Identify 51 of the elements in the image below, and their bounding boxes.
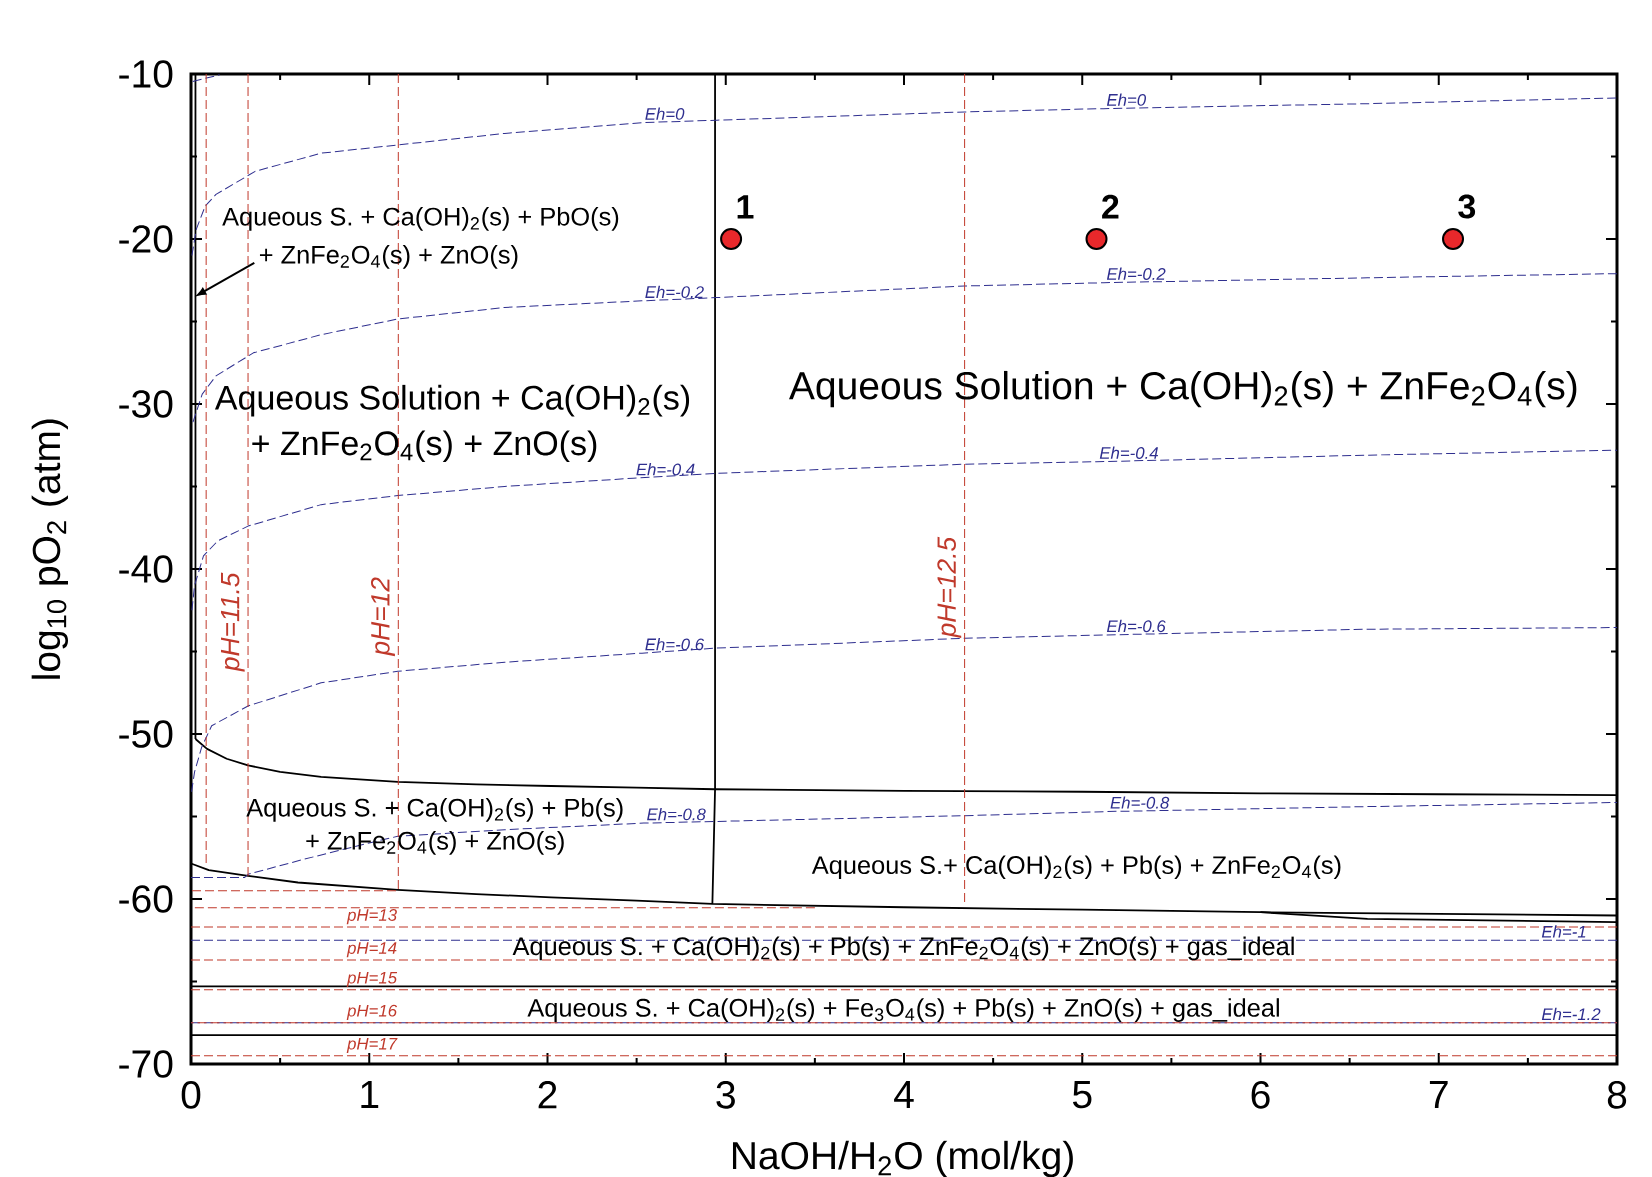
x-tick-label: 1 bbox=[361, 1081, 379, 1108]
annotation: 3 bbox=[1458, 194, 1476, 219]
y-tick-label: -50 bbox=[119, 720, 173, 748]
annotation: Eh=-0.6 bbox=[645, 638, 705, 651]
y-tick-label: -60 bbox=[119, 885, 173, 913]
annotation: Aqueous S. + Ca(OH)$_{2}$(s) + PbO(s) bbox=[222, 206, 619, 231]
annotation: 1 bbox=[737, 195, 754, 219]
x-tick-label: 6 bbox=[1251, 1081, 1270, 1109]
x-tick-label: 7 bbox=[1429, 1081, 1448, 1108]
annotation: pH=16 bbox=[346, 1004, 398, 1020]
annotation: + ZnFe$_{2}$O$_{4}$(s) + ZnO(s) bbox=[252, 430, 597, 463]
annotation: pH=15 bbox=[346, 971, 398, 987]
y-axis-title: log$_{10}$ pO$_{2}$ (atm) bbox=[31, 419, 69, 679]
y-tick-label: -70 bbox=[119, 1050, 173, 1078]
annotation: Eh=-0.2 bbox=[645, 285, 704, 299]
annotation: Eh=0 bbox=[645, 107, 685, 120]
annotation: Eh=-1.2 bbox=[1541, 1007, 1601, 1020]
x-tick-label: 2 bbox=[538, 1081, 557, 1109]
y-tick-label: -30 bbox=[119, 390, 173, 418]
y-tick-label: -10 bbox=[119, 60, 173, 88]
annotation: Aqueous S. + Ca(OH)$_{2}$(s) + Pb(s) bbox=[246, 798, 623, 822]
x-tick-label: 3 bbox=[716, 1081, 735, 1109]
annotation: pH=12 bbox=[370, 577, 395, 657]
annotation: Aqueous S. + Ca(OH)$_{2}$(s) + Fe$_{3}$O$_{4}$(s) + Pb(s) + ZnO(s) + gas_ideal bbox=[527, 998, 1279, 1022]
x-axis-title: NaOH/H$_{2}$O (mol/kg) bbox=[732, 1140, 1073, 1177]
x-tick-label: 4 bbox=[894, 1081, 914, 1108]
annotation: Eh=-0.6 bbox=[1106, 619, 1166, 633]
x-tick-label: 0 bbox=[181, 1081, 201, 1109]
annotation: pH=14 bbox=[346, 942, 397, 958]
annotation: Eh=-1 bbox=[1541, 925, 1586, 938]
y-tick-label: -20 bbox=[119, 225, 173, 253]
annotation: Aqueous S.+ Ca(OH)$_{2}$(s) + Pb(s) + ZnFe$_{2}$O$_{4}$(s) bbox=[811, 855, 1341, 880]
annotation: Eh=-0.8 bbox=[647, 807, 706, 821]
annotation: + ZnFe$_{2}$O$_{4}$(s) + ZnO(s) bbox=[306, 831, 564, 855]
annotation: Aqueous Solution + Ca(OH)$_{2}$(s) bbox=[214, 384, 690, 417]
annotation: Eh=0 bbox=[1106, 93, 1147, 106]
annotation: + ZnFe$_{2}$O$_{4}$(s) + ZnO(s) bbox=[259, 245, 518, 269]
annotation: Eh=-0.8 bbox=[1110, 796, 1170, 809]
annotation: Eh=-0.4 bbox=[1099, 446, 1158, 459]
annotation: Eh=-0.2 bbox=[1106, 267, 1166, 280]
annotation: Eh=-0.4 bbox=[636, 463, 695, 476]
annotation: Aqueous Solution + Ca(OH)$_{2}$(s) + ZnFe$_{2}$O$_{4}$(s) bbox=[788, 370, 1577, 408]
y-tick-label: -40 bbox=[119, 555, 173, 583]
annotation: pH=12.5 bbox=[937, 536, 962, 639]
annotation: Aqueous S. + Ca(OH)$_{2}$(s) + Pb(s) + ZnFe$_{2}$O$_{4}$(s) + ZnO(s) + gas_ideal bbox=[512, 936, 1294, 961]
annotation: pH=17 bbox=[346, 1037, 398, 1053]
annotation: 2 bbox=[1102, 194, 1119, 219]
annotation: pH=11.5 bbox=[221, 572, 245, 672]
x-tick-label: 5 bbox=[1072, 1081, 1092, 1109]
annotation: pH=13 bbox=[346, 909, 397, 925]
x-tick-label: 8 bbox=[1607, 1081, 1627, 1109]
